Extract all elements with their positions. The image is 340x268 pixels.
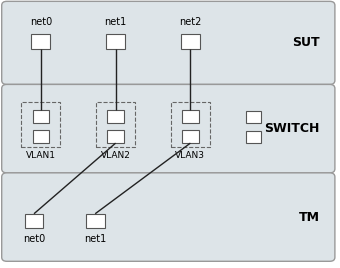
Text: net1: net1 (84, 234, 106, 244)
Text: net0: net0 (30, 17, 52, 28)
Bar (107, 110, 124, 123)
Text: VLAN1: VLAN1 (26, 151, 56, 161)
Text: net2: net2 (179, 17, 202, 28)
Bar (96, 102, 135, 147)
Bar (171, 102, 210, 147)
FancyBboxPatch shape (2, 173, 335, 261)
Bar (31, 34, 50, 49)
Text: net0: net0 (23, 234, 45, 244)
Bar (86, 214, 105, 228)
Bar (33, 110, 49, 123)
Bar (25, 214, 44, 228)
Bar (182, 130, 199, 143)
Bar (181, 34, 200, 49)
Text: SWITCH: SWITCH (264, 122, 320, 135)
Bar (21, 102, 61, 147)
Text: SUT: SUT (292, 36, 320, 49)
FancyBboxPatch shape (2, 1, 335, 84)
Bar (106, 34, 125, 49)
Bar (182, 110, 199, 123)
Text: net1: net1 (104, 17, 127, 28)
Bar (245, 111, 261, 123)
Text: VLAN2: VLAN2 (101, 151, 131, 161)
Bar (107, 130, 124, 143)
Bar (245, 131, 261, 143)
Bar (33, 130, 49, 143)
Text: VLAN3: VLAN3 (175, 151, 205, 161)
FancyBboxPatch shape (2, 84, 335, 173)
Text: TM: TM (299, 211, 320, 224)
